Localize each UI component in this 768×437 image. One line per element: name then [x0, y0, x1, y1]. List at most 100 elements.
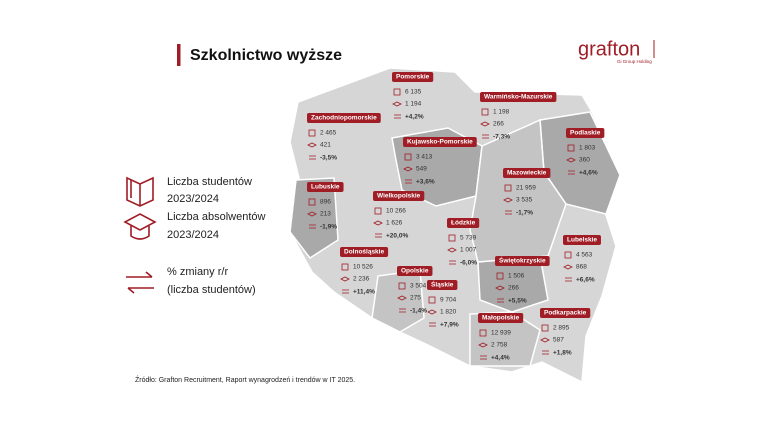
region-name: Mazowieckie [507, 170, 547, 177]
change-value: -6,0% [460, 260, 477, 267]
region-label-box [478, 313, 524, 323]
icon-students [308, 198, 316, 206]
change-value: +4,2% [405, 114, 424, 121]
legend-students-year: 2023/2024 [167, 193, 219, 205]
icon-graduates [373, 220, 383, 226]
change-value: +20,0% [386, 233, 408, 240]
logo-subtitle: Gi Group Holding [617, 59, 652, 64]
change-value: -3,5% [320, 155, 337, 162]
change-value: +4,4% [491, 355, 510, 362]
icon-change [394, 114, 401, 119]
icon-students [308, 129, 316, 137]
icon-change [405, 179, 412, 184]
graduates-value: 587 [553, 337, 564, 344]
graduates-value: 1 194 [405, 101, 422, 108]
icon-students [481, 108, 489, 116]
region-mazowieckie [469, 118, 567, 263]
title: Szkolnictwo wyższe [190, 47, 342, 64]
region-label-box [563, 235, 601, 245]
region-name: Podkarpackie [544, 310, 587, 317]
icon-change [482, 134, 489, 139]
icon-graduates [540, 337, 550, 343]
icon-change [375, 233, 382, 238]
region-card: Pomorskie 6 135 1 194 +4,2% [392, 72, 434, 121]
region-label-box [503, 168, 551, 178]
change-value: -1,9% [320, 224, 337, 231]
icon-graduates [392, 101, 402, 107]
icon-change [429, 322, 436, 327]
icon-graduates [307, 142, 317, 148]
graduates-value: 360 [579, 157, 590, 164]
graduates-value: 213 [320, 211, 331, 218]
students-value: 3 413 [416, 154, 433, 161]
region-card: Wielkopolskie 10 266 1 626 +20,0% [373, 191, 425, 240]
region-name: Kujawsko-Pomorskie [407, 139, 473, 146]
icon-graduates [563, 264, 573, 270]
region-name: Lubuskie [311, 184, 340, 191]
region-card: Podlaskie 1 803 360 +4,6% [566, 128, 605, 177]
region-name: Warmińsko-Mazurskie [484, 94, 553, 101]
icon-arrows [126, 271, 154, 294]
region-kujawsko-pomorskie [391, 127, 483, 207]
graduates-value: 3 535 [516, 197, 533, 204]
region-name: Zachodniopomorskie [311, 115, 377, 122]
change-value: +4,6% [579, 170, 598, 177]
icon-change [399, 308, 406, 313]
icon-book [126, 176, 154, 207]
region-label-box [307, 113, 381, 123]
students-value: 1 803 [579, 145, 596, 152]
icon-students [567, 144, 575, 152]
region-card: Dolnośląskie 10 526 2 236 +11,4% [340, 247, 389, 296]
students-value: 2 465 [320, 130, 337, 137]
icon-students [541, 324, 549, 332]
icon-grad-cap [123, 213, 157, 240]
icon-change [309, 155, 316, 160]
region-card: Łódzkie 5 739 1 007 -6,0% [447, 218, 480, 267]
icon-graduates [397, 295, 407, 301]
region-name: Lubelskie [567, 237, 597, 244]
icon-change [342, 289, 349, 294]
icon-students [479, 329, 487, 337]
source: Źródło: Grafton Recruitment, Raport wyna… [135, 375, 355, 384]
region-name: Świętokrzyskie [499, 256, 546, 265]
region-name: Dolnośląskie [344, 249, 384, 256]
region-label-box [495, 256, 550, 266]
icon-students [341, 263, 349, 271]
region-label-box [447, 218, 480, 228]
region-lubuskie [289, 177, 339, 260]
icon-graduates [566, 157, 576, 163]
region-card: Lubuskie 896 213 -1,9% [307, 182, 344, 231]
students-value: 1 506 [508, 273, 525, 280]
region-name: Łódzkie [451, 220, 476, 227]
icon-students [448, 234, 456, 242]
region-malopolskie [469, 311, 541, 367]
region-label-box [392, 72, 434, 82]
region-label-box [397, 266, 433, 276]
region-labels: Pomorskie 6 135 1 194 +4,2% Warmińsko-Mazurs… [307, 72, 605, 362]
graduates-value: 868 [576, 264, 587, 271]
region-name: Podlaskie [570, 130, 601, 137]
students-value: 21 959 [516, 185, 536, 192]
change-value: +7,9% [440, 322, 459, 329]
change-value: -1,7% [516, 210, 533, 217]
graduates-value: 266 [493, 121, 504, 128]
icon-graduates [403, 166, 413, 172]
region-card: Śląskie 9 704 1 820 +7,9% [427, 280, 459, 329]
region-label-box [373, 191, 425, 201]
region-card: Małopolskie 12 939 2 758 +4,4% [478, 313, 524, 362]
icon-change [449, 260, 456, 265]
graduates-value: 2 236 [353, 276, 370, 283]
icon-graduates [447, 247, 457, 253]
students-value: 2 895 [553, 325, 570, 332]
icon-students [564, 251, 572, 259]
icon-graduates [340, 276, 350, 282]
graduates-value: 1 626 [386, 220, 403, 227]
change-value: -1,4% [410, 308, 427, 315]
icon-change [309, 224, 316, 229]
students-value: 3 504 [410, 283, 427, 290]
icon-change [565, 277, 572, 282]
legend-change: % zmiany r/r [167, 266, 228, 278]
icon-students [404, 153, 412, 161]
students-value: 12 939 [491, 330, 511, 337]
